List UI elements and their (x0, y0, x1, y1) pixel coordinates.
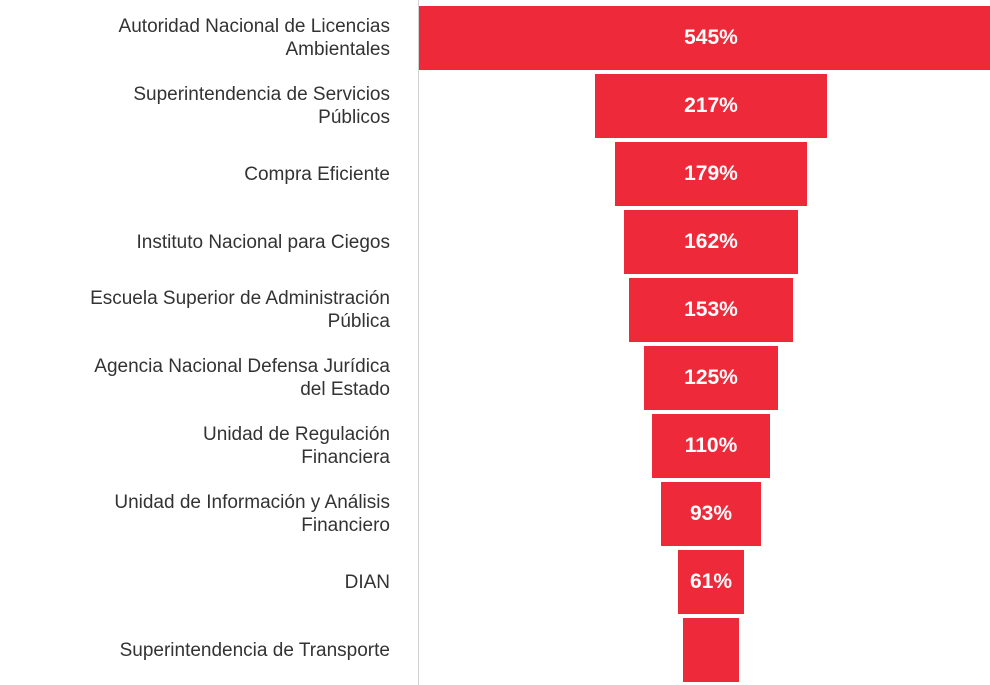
category-label: Autoridad Nacional de Licencias Ambienta… (118, 16, 390, 60)
value-label: 61% (689, 570, 732, 593)
bar: 153% (629, 278, 793, 342)
value-label: 179% (684, 162, 738, 185)
bar: 179% (615, 142, 807, 206)
bar: 545% (419, 6, 990, 70)
category-label: Instituto Nacional para Ciegos (136, 231, 390, 253)
value-label: 545% (684, 26, 738, 49)
bar (682, 618, 740, 682)
bar: 110% (652, 414, 770, 478)
category-label: Compra Eficiente (244, 163, 390, 185)
value-label: 93% (689, 502, 732, 525)
category-label: DIAN (344, 571, 390, 593)
category-label: Unidad de Información y Análisis Financi… (114, 492, 390, 536)
category-label: Superintendencia de Transporte (119, 639, 390, 661)
axis-line (418, 0, 419, 685)
bar: 61% (678, 550, 744, 614)
bar: 125% (644, 346, 778, 410)
value-label: 217% (684, 94, 738, 117)
value-label: 153% (684, 298, 738, 321)
value-label: 110% (684, 434, 738, 457)
category-label: Superintendencia de Servicios Públicos (133, 84, 390, 128)
category-label: Agencia Nacional Defensa Jurídica del Es… (94, 356, 390, 400)
value-label: 162% (684, 230, 738, 253)
category-label: Escuela Superior de Administración Públi… (90, 288, 390, 332)
value-label: 125% (684, 366, 738, 389)
bar: 162% (624, 210, 798, 274)
bar: 217% (594, 74, 828, 138)
category-label: Unidad de Regulación Financiera (203, 424, 390, 468)
bar: 93% (661, 482, 761, 546)
